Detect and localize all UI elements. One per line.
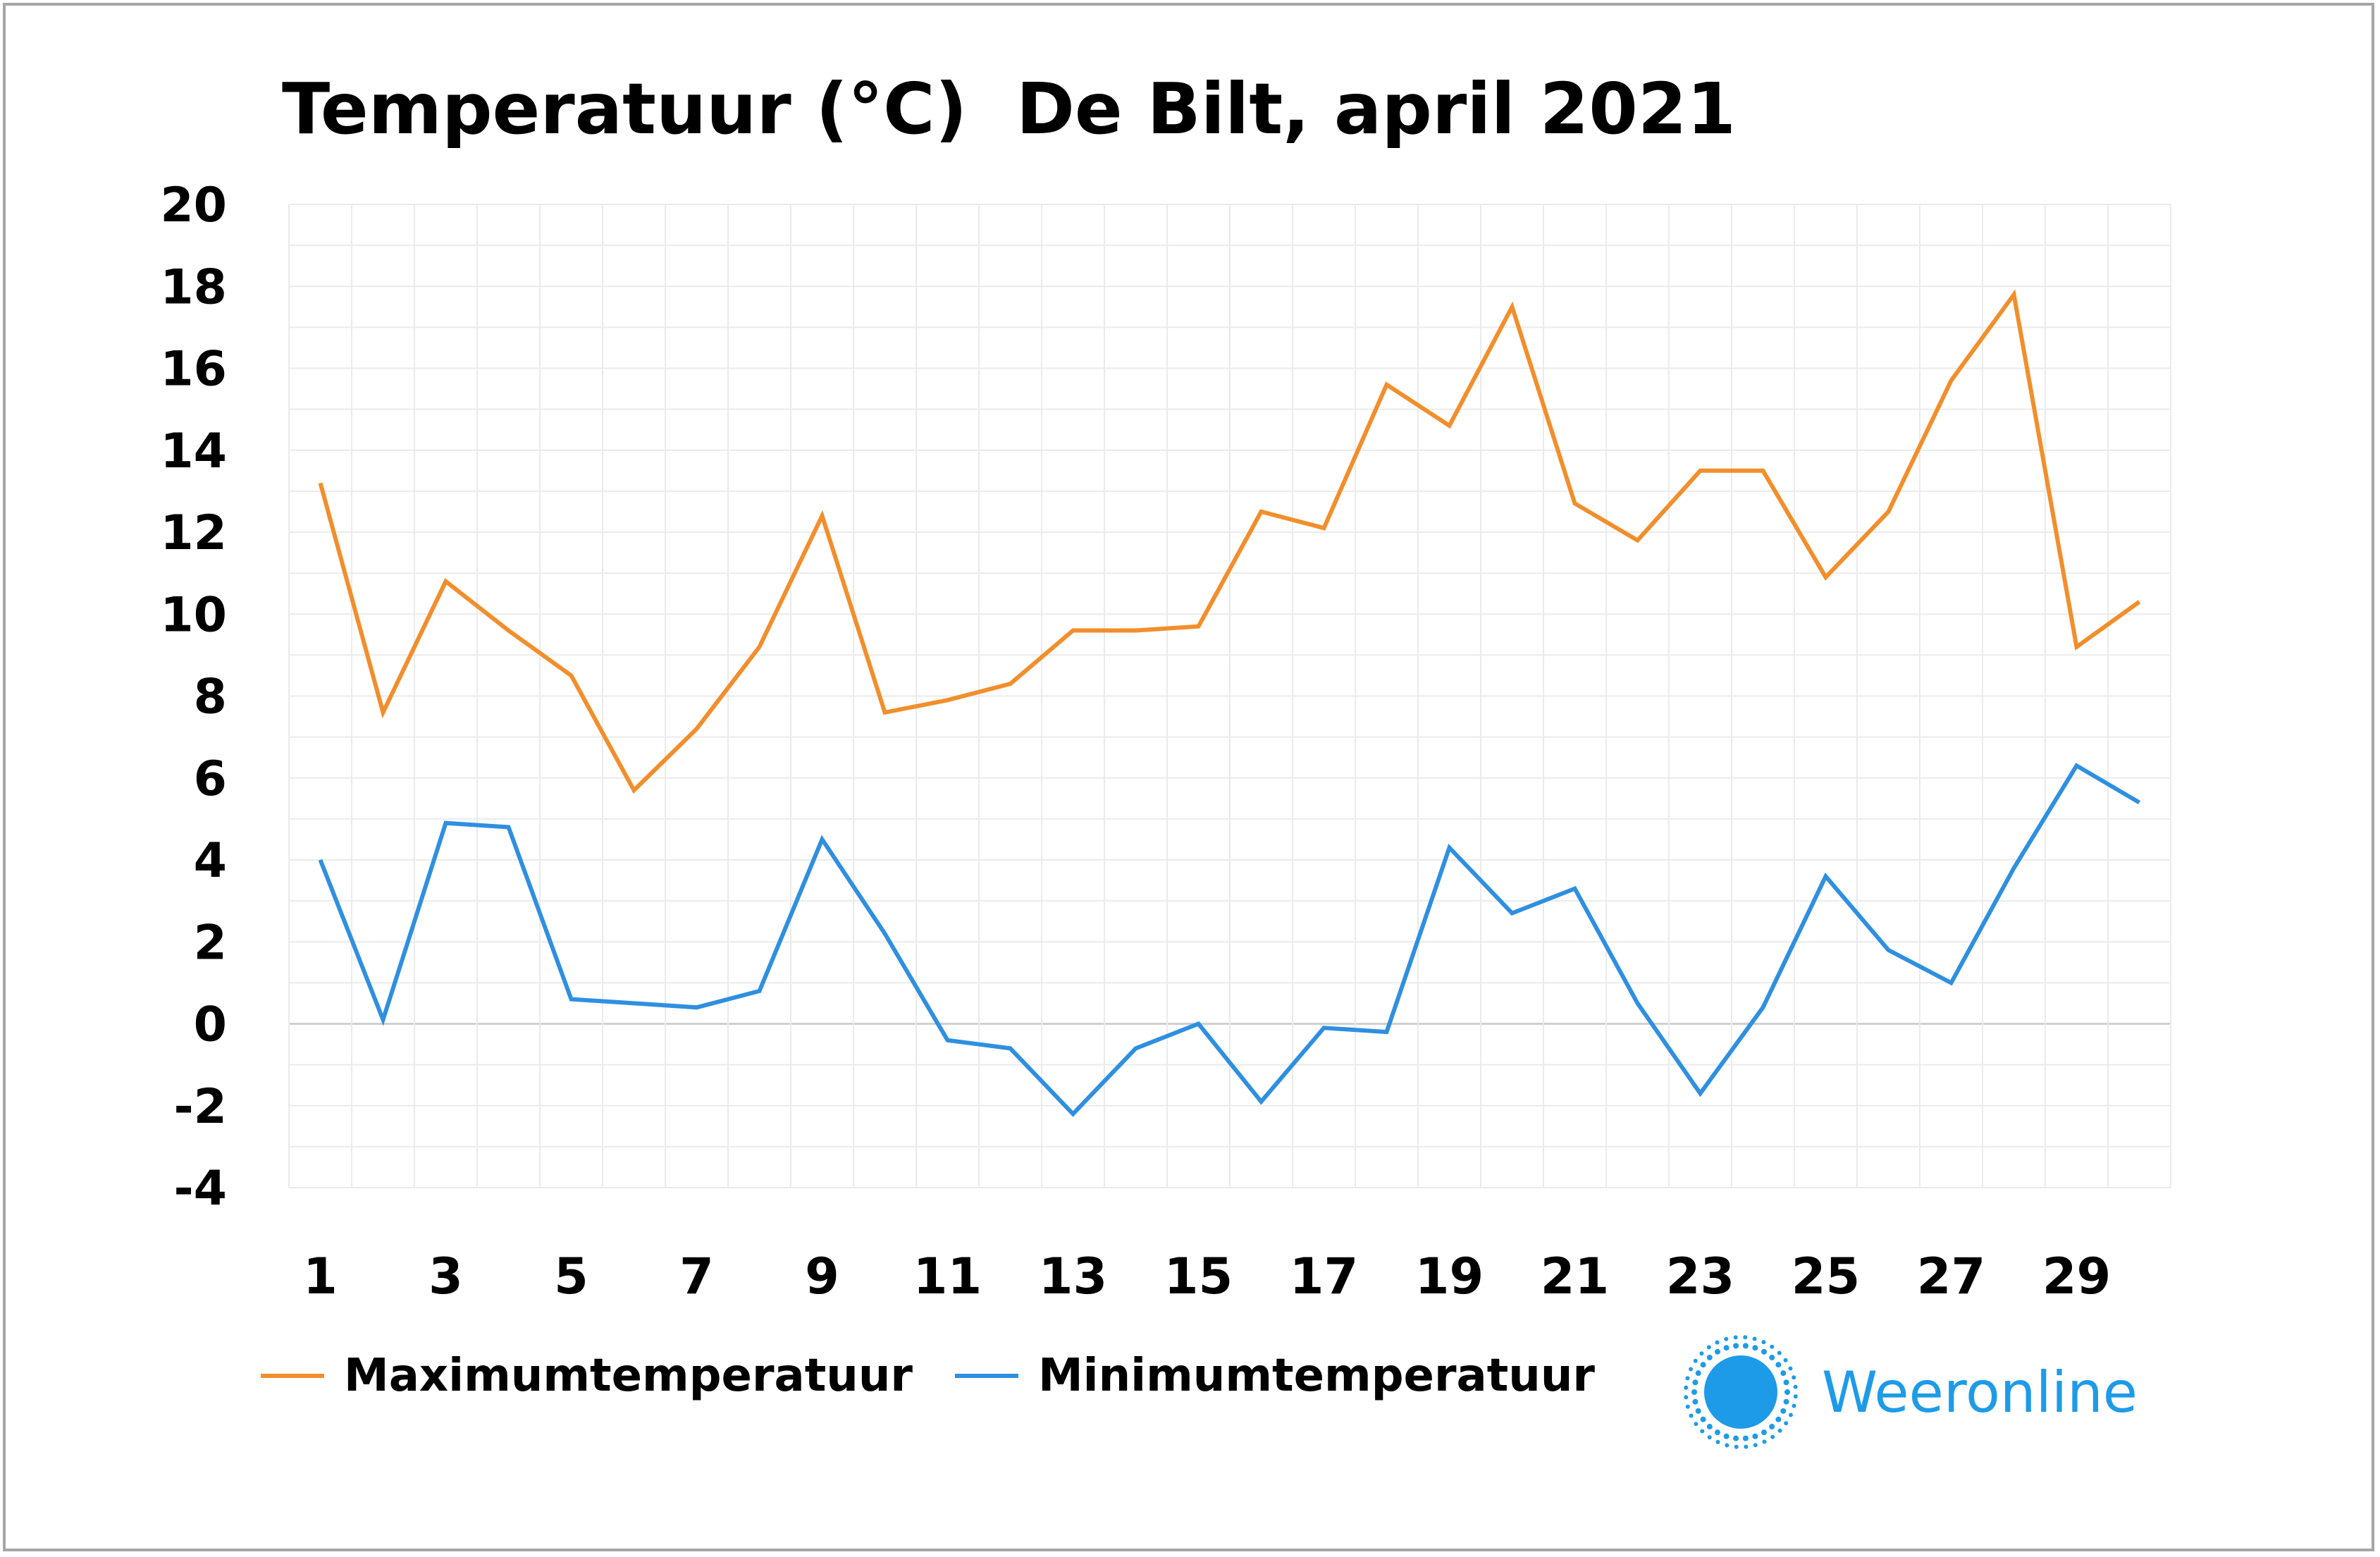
grid-lines [288,204,2171,1188]
chart-title: Temperatuur (°C) De Bilt, april 2021 [282,68,1736,150]
x-tick-label: 21 [1541,1248,1609,1305]
series-lines [318,289,2141,1117]
legend-swatch-min [954,1374,1018,1378]
legend-item-min: Minimumtemperatuur [954,1350,1595,1402]
y-tick-label: -4 [173,1161,227,1217]
legend-label-min: Minimumtemperatuur [1037,1350,1595,1402]
x-tick-label: 27 [1917,1248,1985,1305]
weeronline-logo: Weeronline [1681,1332,2138,1452]
legend-item-max: Maximumtemperatuur [261,1350,913,1402]
y-tick-label: 14 [160,424,227,479]
y-tick-label: 12 [160,505,227,561]
logo-text: Weeronline [1822,1359,2138,1425]
y-tick-label: 10 [160,587,227,643]
x-tick-label: 7 [679,1248,714,1305]
y-tick-label: 18 [160,259,227,315]
series-line-max [318,289,2141,794]
x-tick-label: 25 [1792,1248,1860,1305]
x-axis-ticks: 1 3 5 7 9 11 13 15 17 19 21 23 25 27 29 [303,1248,2111,1305]
chart-frame [3,3,2374,1551]
y-tick-label: 2 [194,915,227,971]
x-tick-label: 29 [2042,1248,2111,1305]
y-tick-label: -2 [173,1079,227,1135]
x-tick-label: 1 [303,1248,338,1305]
y-tick-label: 16 [160,342,227,398]
x-tick-label: 3 [428,1248,463,1305]
x-tick-label: 23 [1666,1248,1734,1305]
x-tick-label: 5 [554,1248,588,1305]
legend-swatch-max [261,1374,324,1378]
x-tick-label: 13 [1039,1248,1107,1305]
y-tick-label: 0 [194,997,227,1053]
x-tick-label: 19 [1415,1248,1484,1305]
x-tick-label: 17 [1290,1248,1358,1305]
legend-label-max: Maximumtemperatuur [344,1350,913,1402]
x-tick-label: 9 [805,1248,839,1305]
y-tick-label: 20 [160,178,227,233]
x-tick-label: 11 [913,1248,982,1305]
x-tick-label: 15 [1164,1248,1233,1305]
sun-icon [1684,1335,1798,1449]
y-tick-label: 4 [194,833,227,889]
y-tick-label: 6 [194,751,227,807]
legend: Maximumtemperatuur Minimumtemperatuur [261,1350,1637,1402]
y-tick-label: 8 [194,670,227,725]
series-line-min [318,763,2141,1117]
